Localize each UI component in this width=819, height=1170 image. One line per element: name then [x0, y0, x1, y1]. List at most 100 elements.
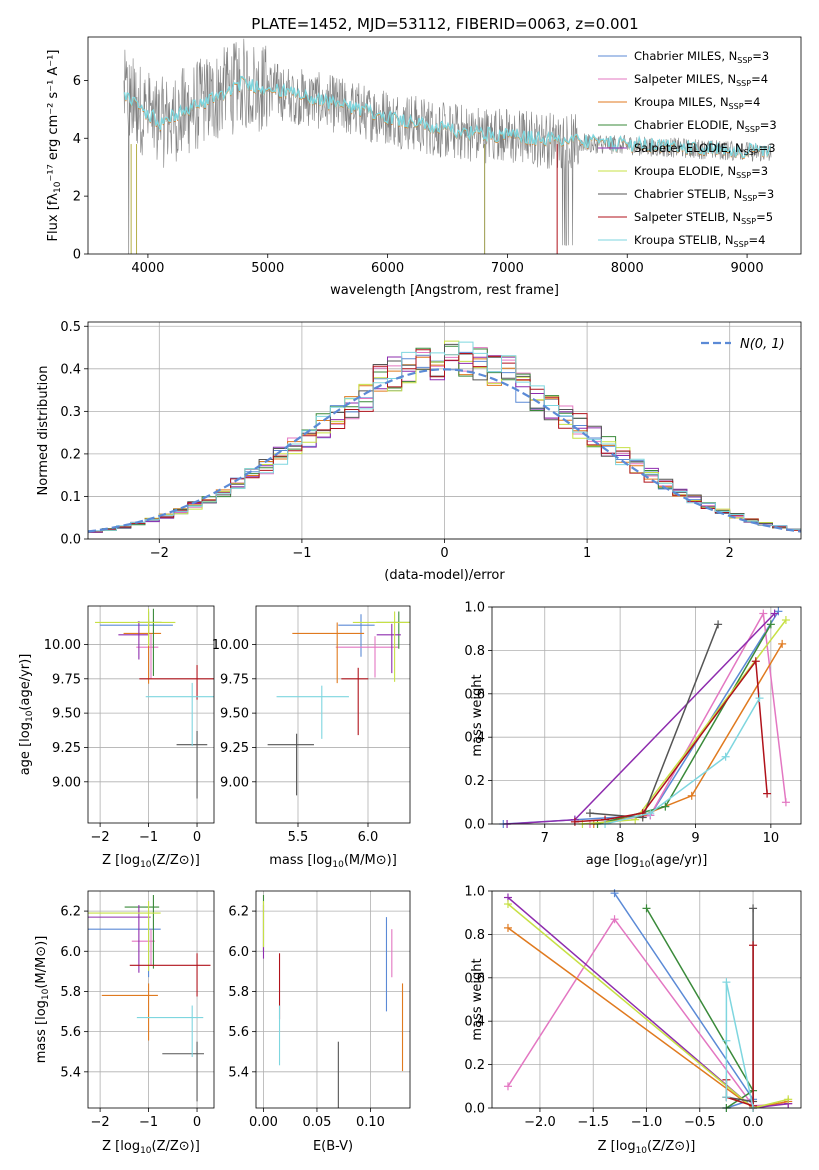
- y-tick-label: 9.50: [220, 707, 249, 722]
- x-tick-label: 0: [193, 830, 201, 845]
- x-tick-label: 0.0: [743, 1115, 764, 1130]
- x-tick-label: −1.0: [631, 1115, 663, 1130]
- y-tick-label: 0.2: [464, 774, 485, 789]
- x-tick-label: 4000: [131, 261, 164, 276]
- y-tick-label: 0.2: [464, 1058, 485, 1073]
- x-tick-label: −2: [91, 1115, 110, 1130]
- x-tick-label: 0: [440, 546, 448, 561]
- mass-z-y-label: mass [log10(M/M⊙)]: [34, 936, 51, 1064]
- spectrum-panel: 4000 5000 6000 7000 8000 9000 0 2 4 6 wavelength […: [46, 36, 802, 298]
- y-tick-label: 0.6: [464, 687, 485, 702]
- y-tick-label: 9.00: [52, 775, 81, 790]
- residual-histogram: [88, 341, 801, 534]
- plot-area: [267, 611, 410, 796]
- mass-vs-metallicity-panel: −2 −1 0 5.4 5.6 5.8 6.0 6.2 Z [log10(Z/Z⊙)] mass …: [34, 890, 215, 1156]
- y-tick-label: 6.0: [228, 945, 249, 960]
- x-tick-label: 9000: [731, 261, 764, 276]
- axes-frame: [255, 605, 411, 824]
- y-tick-label: 5.6: [60, 1025, 81, 1040]
- y-tick-label: 0.5: [60, 320, 81, 335]
- mass-weight-vs-age-panel: 7 8 9 10 0.0 0.2 0.4 0.6 0.8 1.0 age [log10(age/yr…: [464, 601, 802, 870]
- mass-weight-age-line: [507, 612, 776, 825]
- y-tick-label: 10.00: [212, 638, 249, 653]
- age-vs-mass-panel: 5.5 6.0 9.00 9.25 9.50 9.75 10.00 mass [log10(M…: [212, 605, 411, 870]
- figure-title: PLATE=1452, MJD=53112, FIBERID=0063, z=0…: [251, 15, 638, 33]
- x-tick-label: 7: [541, 831, 549, 846]
- residuals-x-label: (data-model)/error: [384, 568, 505, 583]
- x-tick-label: 6.0: [358, 830, 379, 845]
- mass-z-x-label: Z [log10(Z/Z⊙)]: [102, 1139, 200, 1156]
- y-tick-label: 10.00: [44, 638, 81, 653]
- y-tick-label: 0.0: [464, 1102, 485, 1117]
- axes-frame: [255, 890, 411, 1109]
- y-tick-label: 6.0: [60, 945, 81, 960]
- x-tick-label: 10: [763, 831, 780, 846]
- legend-entry: Salpeter STELIB, NSSP=5: [634, 210, 773, 226]
- plot-area: [123, 38, 772, 254]
- x-tick-label: −1: [292, 546, 311, 561]
- legend-entry: Chabrier ELODIE, NSSP=3: [634, 118, 777, 134]
- y-tick-label: 9.50: [52, 707, 81, 722]
- y-tick-label: 9.00: [220, 775, 249, 790]
- plot-area: [95, 608, 214, 799]
- x-tick-label: 0.00: [249, 1115, 278, 1130]
- mass-weight-vs-metallicity-panel: −2.0 −1.5 −1.0 −0.5 0.0 0.0 0.2 0.4 0.6 0.8 1.0 Z […: [464, 885, 802, 1156]
- spectrum-y-label: Flux [fλ10⁻¹⁷ erg cm⁻² s⁻¹ A⁻¹]: [46, 50, 63, 242]
- y-tick-label: 9.25: [220, 741, 249, 756]
- age-mass-x-label: mass [log10(M/M⊙)]: [269, 853, 397, 870]
- y-tick-label: 5.4: [228, 1065, 249, 1080]
- x-tick-label: −1: [139, 830, 158, 845]
- x-tick-label: 5000: [251, 261, 284, 276]
- legend-entry: Salpeter MILES, NSSP=4: [634, 72, 768, 88]
- y-tick-label: 5.8: [228, 985, 249, 1000]
- y-tick-label: 0.8: [464, 644, 485, 659]
- y-tick-label: 0.4: [464, 731, 485, 746]
- mw-age-x-label: age [log10(age/yr)]: [586, 853, 708, 870]
- residuals-panel: −2 −1 0 1 2 0.0 0.1 0.2 0.3 0.4 0.5 (data-model)/er…: [36, 320, 802, 583]
- mass-weight-z-line: [726, 908, 754, 1103]
- plot-area: [262, 895, 404, 1108]
- y-tick-label: 6.2: [60, 905, 81, 920]
- y-tick-label: 1.0: [464, 601, 485, 616]
- y-tick-label: 2: [73, 190, 81, 205]
- mw-z-y-label: mass weight: [470, 958, 485, 1040]
- y-tick-label: 0.4: [60, 362, 81, 377]
- y-tick-label: 1.0: [464, 885, 485, 900]
- x-tick-label: −2: [91, 830, 110, 845]
- normal-curve: [88, 368, 801, 533]
- y-tick-label: 6: [73, 74, 81, 89]
- x-tick-label: 2: [726, 546, 734, 561]
- mass-weight-age-line: [593, 643, 783, 825]
- plot-area: [88, 340, 801, 535]
- y-tick-label: 9.25: [52, 741, 81, 756]
- mass-weight-age-line: [604, 697, 761, 825]
- mass-weight-z-line: [613, 892, 755, 1109]
- x-tick-label: −2: [150, 546, 169, 561]
- y-tick-label: 0.8: [464, 928, 485, 943]
- legend-entry: Kroupa ELODIE, NSSP=3: [634, 164, 768, 180]
- x-tick-label: −1: [139, 1115, 158, 1130]
- y-tick-label: 0.2: [60, 447, 81, 462]
- y-tick-label: 6.2: [228, 905, 249, 920]
- axes-frame: [87, 605, 215, 824]
- x-tick-label: 7000: [491, 261, 524, 276]
- y-tick-label: 0.4: [464, 1015, 485, 1030]
- axes-frame: [87, 36, 802, 255]
- y-tick-label: 0.1: [60, 490, 81, 505]
- mass-ebv-x-label: E(B-V): [313, 1139, 353, 1154]
- mass-weight-age-line: [589, 624, 719, 819]
- mass-vs-ebv-panel: 0.00 0.05 0.10 5.4 5.6 5.8 6.0 6.2 E(B-V): [228, 890, 411, 1154]
- age-vs-metallicity-panel: −2 −1 0 9.00 9.25 9.50 9.75 10.00 Z [log10(Z/Z⊙)…: [18, 605, 215, 870]
- x-tick-label: 5.5: [288, 830, 309, 845]
- y-tick-label: 9.75: [52, 672, 81, 687]
- legend-entry: Kroupa STELIB, NSSP=4: [634, 233, 765, 249]
- x-tick-label: 8000: [611, 261, 644, 276]
- axes-frame: [491, 606, 802, 825]
- age-z-x-label: Z [log10(Z/Z⊙)]: [102, 853, 200, 870]
- mw-age-y-label: mass weight: [470, 674, 485, 756]
- model-spectrum-kroupa-stelib: [123, 75, 771, 158]
- x-tick-label: 8: [616, 831, 624, 846]
- x-tick-label: 1: [583, 546, 591, 561]
- axes-frame: [87, 321, 802, 540]
